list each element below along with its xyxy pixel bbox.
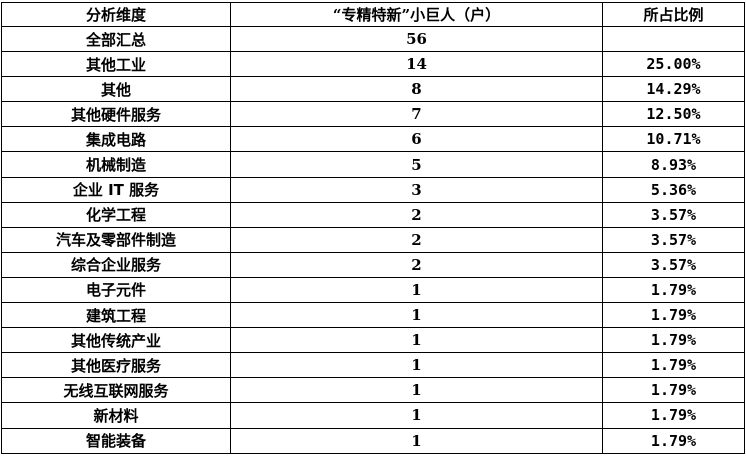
table-row: 全部汇总 56 [1,25,745,53]
table-row: 无线互联网服务 1 1.79% [1,377,745,404]
header-count: “专精特新”小巨人（户） [230,2,603,27]
dimension-cell: 其他硬件服务 [1,101,231,128]
ratio-cell: 3.57% [602,201,745,228]
table-row: 建筑工程 1 1.79% [1,302,745,329]
count-cell: 2 [230,251,603,278]
count-cell: 8 [230,76,603,103]
table-row: 其他 8 14.29% [1,76,745,103]
dimension-cell: 新材料 [1,402,231,429]
count-cell: 6 [230,126,603,153]
ratio-cell: 1.79% [602,327,745,354]
count-cell: 5 [230,151,603,178]
table-row: 其他硬件服务 7 12.50% [1,101,745,128]
header-dimension: 分析维度 [1,2,231,27]
count-cell: 1 [230,402,603,429]
table-row: 集成电路 6 10.71% [1,126,745,153]
count-cell: 1 [230,327,603,354]
dimension-cell: 电子元件 [1,276,231,304]
header-row: 分析维度 “专精特新”小巨人（户） 所占比例 [1,2,745,27]
ratio-cell: 1.79% [602,377,745,404]
count-cell: 2 [230,201,603,228]
table-row: 电子元件 1 1.79% [1,276,745,304]
ratio-cell: 1.79% [602,427,745,454]
ratio-cell: 3.57% [602,251,745,278]
dimension-cell: 无线互联网服务 [1,377,231,404]
table-row: 机械制造 5 8.93% [1,151,745,178]
ratio-cell: 1.79% [602,402,745,429]
ratio-cell: 3.57% [602,226,745,253]
dimension-cell: 建筑工程 [1,302,231,329]
count-cell: 3 [230,176,603,203]
table-row: 汽车及零部件制造 2 3.57% [1,226,745,253]
ratio-cell: 5.36% [602,176,745,203]
ratio-cell: 8.93% [602,151,745,178]
ratio-cell: 10.71% [602,126,745,153]
ratio-cell: 14.29% [602,76,745,103]
table-row: 其他工业 14 25.00% [1,51,745,78]
header-ratio: 所占比例 [602,2,745,27]
dimension-cell: 其他工业 [1,51,231,78]
dimension-cell: 集成电路 [1,126,231,153]
data-table: 分析维度 “专精特新”小巨人（户） 所占比例 全部汇总 56 其他工业 14 25.00… [1,2,745,454]
dimension-cell: 综合企业服务 [1,251,231,278]
ratio-cell: 1.79% [602,352,745,379]
table-row: 综合企业服务 2 3.57% [1,251,745,278]
table-row: 化学工程 2 3.57% [1,201,745,228]
count-cell: 56 [230,25,603,53]
count-cell: 1 [230,302,603,329]
table-row: 新材料 1 1.79% [1,402,745,429]
count-cell: 1 [230,427,603,454]
ratio-cell: 25.00% [602,51,745,78]
dimension-cell: 智能装备 [1,427,231,454]
table-row: 智能装备 1 1.79% [1,427,745,454]
count-cell: 2 [230,226,603,253]
count-cell: 14 [230,51,603,78]
count-cell: 7 [230,101,603,128]
count-cell: 1 [230,352,603,379]
table-row: 其他传统产业 1 1.79% [1,327,745,354]
dimension-cell: 机械制造 [1,151,231,178]
dimension-cell: 其他传统产业 [1,327,231,354]
table-row: 企业 IT 服务 3 5.36% [1,176,745,203]
count-cell: 1 [230,377,603,404]
dimension-cell: 汽车及零部件制造 [1,226,231,253]
ratio-cell: 1.79% [602,302,745,329]
dimension-cell: 其他医疗服务 [1,352,231,379]
ratio-cell [602,25,745,53]
dimension-cell: 全部汇总 [1,25,231,53]
ratio-cell: 12.50% [602,101,745,128]
dimension-cell: 化学工程 [1,201,231,228]
dimension-cell: 企业 IT 服务 [1,176,231,203]
table-row: 其他医疗服务 1 1.79% [1,352,745,379]
dimension-cell: 其他 [1,76,231,103]
count-cell: 1 [230,276,603,304]
ratio-cell: 1.79% [602,276,745,304]
